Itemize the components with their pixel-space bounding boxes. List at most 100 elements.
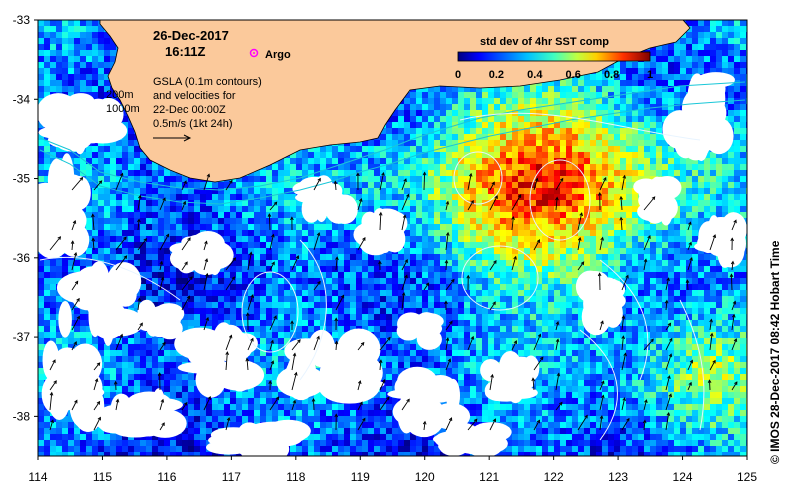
sst-pixel <box>578 122 584 128</box>
sst-pixel <box>536 152 542 158</box>
sst-pixel <box>446 188 452 194</box>
sst-pixel <box>380 176 386 182</box>
sst-pixel <box>236 200 242 206</box>
sst-pixel <box>248 224 254 230</box>
sst-pixel <box>476 134 482 140</box>
sst-pixel <box>278 230 284 236</box>
sst-pixel <box>596 110 602 116</box>
sst-pixel <box>506 254 512 260</box>
sst-pixel <box>524 194 530 200</box>
sst-pixel <box>404 224 410 230</box>
sst-pixel <box>524 92 530 98</box>
sst-pixel <box>662 74 668 80</box>
sst-pixel <box>44 74 50 80</box>
sst-pixel <box>110 218 116 224</box>
sst-pixel <box>632 140 638 146</box>
sst-pixel <box>140 164 146 170</box>
sst-pixel <box>692 194 698 200</box>
sst-pixel <box>350 260 356 266</box>
sst-pixel <box>524 152 530 158</box>
sst-pixel <box>524 98 530 104</box>
sst-pixel <box>710 212 716 218</box>
sst-pixel <box>470 104 476 110</box>
sst-pixel <box>164 254 170 260</box>
sst-pixel <box>620 98 626 104</box>
sst-pixel <box>572 80 578 86</box>
sst-pixel <box>698 218 704 224</box>
sst-pixel <box>554 92 560 98</box>
sst-pixel <box>410 170 416 176</box>
sst-pixel <box>554 152 560 158</box>
sst-pixel <box>404 152 410 158</box>
sst-pixel <box>434 242 440 248</box>
sst-pixel <box>230 206 236 212</box>
sst-pixel <box>560 164 566 170</box>
sst-pixel <box>704 50 710 56</box>
sst-pixel <box>668 158 674 164</box>
sst-pixel <box>296 164 302 170</box>
sst-pixel <box>494 152 500 158</box>
sst-pixel <box>458 164 464 170</box>
sst-pixel <box>458 86 464 92</box>
sst-pixel <box>86 158 92 164</box>
sst-pixel <box>344 188 350 194</box>
sst-pixel <box>440 122 446 128</box>
sst-pixel <box>578 170 584 176</box>
sst-pixel <box>548 86 554 92</box>
sst-pixel <box>536 116 542 122</box>
sst-pixel <box>512 170 518 176</box>
sst-pixel <box>638 74 644 80</box>
sst-pixel <box>284 242 290 248</box>
sst-pixel <box>146 212 152 218</box>
sst-pixel <box>638 128 644 134</box>
sst-pixel <box>680 158 686 164</box>
sst-pixel <box>608 170 614 176</box>
sst-pixel <box>278 242 284 248</box>
sst-pixel <box>440 254 446 260</box>
sst-pixel <box>506 170 512 176</box>
sst-pixel <box>350 164 356 170</box>
sst-pixel <box>530 254 536 260</box>
sst-pixel <box>422 122 428 128</box>
sst-pixel <box>242 260 248 266</box>
sst-pixel <box>296 206 302 212</box>
sst-pixel <box>464 164 470 170</box>
sst-pixel <box>320 152 326 158</box>
sst-pixel <box>482 128 488 134</box>
sst-pixel <box>554 128 560 134</box>
sst-pixel <box>158 224 164 230</box>
sst-pixel <box>260 224 266 230</box>
sst-pixel <box>440 260 446 266</box>
sst-pixel <box>464 242 470 248</box>
sst-pixel <box>734 68 740 74</box>
sst-pixel <box>608 146 614 152</box>
sst-pixel <box>476 260 482 266</box>
sst-pixel <box>326 230 332 236</box>
sst-pixel <box>674 266 680 272</box>
sst-pixel <box>470 266 476 272</box>
sst-pixel <box>338 224 344 230</box>
sst-pixel <box>656 56 662 62</box>
sst-pixel <box>314 158 320 164</box>
sst-pixel <box>602 110 608 116</box>
sst-pixel <box>404 212 410 218</box>
sst-pixel <box>494 116 500 122</box>
sst-pixel <box>542 80 548 86</box>
sst-pixel <box>404 164 410 170</box>
sst-pixel <box>74 44 80 50</box>
sst-pixel <box>446 182 452 188</box>
sst-pixel <box>110 92 116 98</box>
sst-pixel <box>80 86 86 92</box>
sst-pixel <box>116 206 122 212</box>
sst-pixel <box>482 110 488 116</box>
sst-pixel <box>626 98 632 104</box>
sst-pixel <box>656 242 662 248</box>
sst-pixel <box>554 98 560 104</box>
sst-pixel <box>626 188 632 194</box>
sst-pixel <box>392 182 398 188</box>
sst-pixel <box>266 224 272 230</box>
sst-pixel <box>506 164 512 170</box>
sst-pixel <box>650 80 656 86</box>
sst-pixel <box>392 122 398 128</box>
sst-pixel <box>452 200 458 206</box>
